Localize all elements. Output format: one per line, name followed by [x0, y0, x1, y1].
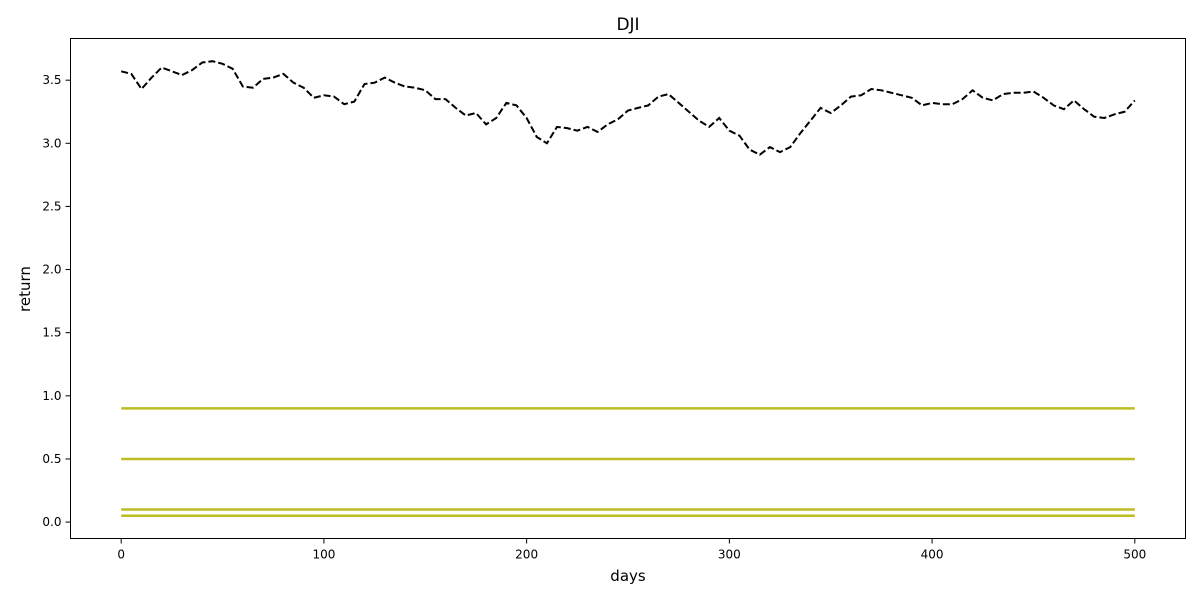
series-layer	[120, 60, 1136, 518]
ticks-layer: 0 100 200 300 400 500 0.0 0.5 1.0 1.5 2.0 2.5 3.0 3.5	[42, 73, 1146, 561]
x-tick-label: 200	[515, 548, 538, 562]
y-tick-label: 1.0	[42, 389, 61, 403]
x-axis-label: days	[610, 567, 646, 585]
y-tick-label: 2.0	[42, 263, 61, 277]
y-tick-label: 3.0	[42, 136, 61, 150]
series-line-return	[120, 60, 1136, 156]
x-tick-label: 400	[921, 548, 944, 562]
x-tick-label: 100	[312, 548, 335, 562]
y-tick-label: 1.5	[42, 326, 61, 340]
chart-title: DJI	[616, 15, 639, 35]
y-tick-label: 3.5	[42, 73, 61, 87]
y-tick-label: 0.0	[42, 515, 61, 529]
x-tick-label: 0	[117, 548, 125, 562]
x-tick-label: 500	[1123, 548, 1146, 562]
y-tick-label: 0.5	[42, 452, 61, 466]
y-axis-label: return	[16, 266, 34, 312]
x-tick-label: 300	[718, 548, 741, 562]
y-tick-label: 2.5	[42, 199, 61, 213]
plot-frame	[70, 38, 1186, 539]
